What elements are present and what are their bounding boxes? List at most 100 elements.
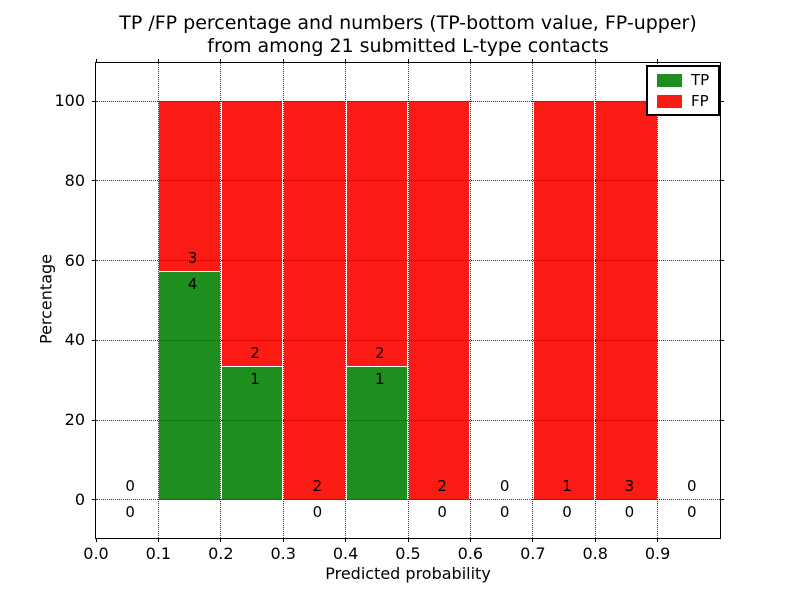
x-tick-mark-bottom: [95, 538, 97, 542]
y-tick-mark-right: [720, 499, 724, 501]
x-gridline: [469, 63, 471, 538]
bar-tp-segment: [159, 272, 220, 500]
fp-count-label: 0: [687, 476, 697, 495]
y-gridline: [96, 499, 720, 501]
y-gridline: [96, 260, 720, 262]
x-gridline: [345, 63, 347, 538]
y-tick-label: 40: [64, 330, 85, 350]
x-gridline: [157, 63, 159, 538]
y-gridline: [96, 419, 720, 421]
bar-fp-segment: [284, 101, 345, 500]
bar-fp-segment: [533, 101, 595, 500]
x-tick-mark-top: [220, 59, 222, 63]
y-tick-mark-left: [92, 180, 96, 182]
tp-count-label: 0: [562, 502, 572, 521]
y-tick-mark-right: [720, 100, 724, 102]
y-gridline: [96, 100, 720, 102]
x-tick-label: 0.9: [644, 544, 671, 563]
tp-count-label: 4: [187, 275, 198, 294]
legend-label-fp: FP: [691, 92, 709, 110]
fp-count-label: 2: [437, 476, 447, 495]
x-gridline: [532, 63, 534, 538]
legend-swatch-tp: [657, 73, 682, 87]
x-tick-mark-top: [407, 59, 409, 63]
bar-fp-segment: [221, 101, 283, 366]
chart-title-line1: TP /FP percentage and numbers (TP-bottom…: [119, 12, 697, 34]
tp-count-label: 1: [250, 369, 260, 388]
fp-count-label: 2: [312, 476, 323, 495]
tp-count-label: 0: [437, 502, 447, 521]
y-gridline: [96, 180, 720, 182]
fp-count-label: 0: [499, 476, 510, 495]
x-tick-label: 0.1: [145, 544, 172, 563]
y-tick-label: 60: [64, 250, 85, 270]
x-tick-label: 0.6: [457, 544, 484, 563]
x-tick-mark-bottom: [594, 538, 596, 542]
x-tick-mark-bottom: [220, 538, 222, 542]
x-gridline: [282, 63, 284, 538]
x-tick-mark-top: [469, 59, 471, 63]
x-tick-mark-top: [282, 59, 284, 63]
x-tick-label: 0.2: [208, 544, 234, 563]
y-tick-label: 80: [64, 170, 85, 190]
x-tick-mark-bottom: [345, 538, 347, 542]
x-tick-mark-top: [657, 59, 659, 63]
legend-label-tp: TP: [691, 71, 710, 89]
tp-count-label: 0: [312, 502, 323, 521]
x-tick-mark-bottom: [282, 538, 284, 542]
x-tick-mark-bottom: [657, 538, 659, 542]
x-tick-mark-top: [157, 59, 159, 63]
fp-count-label: 3: [187, 249, 198, 268]
fp-count-label: 3: [624, 476, 635, 495]
y-tick-label: 0: [74, 489, 85, 509]
bar-fp-segment: [159, 101, 220, 272]
fp-count-label: 0: [125, 476, 135, 495]
tp-count-label: 0: [624, 502, 635, 521]
legend: TP FP: [646, 65, 721, 116]
chart-title: TP /FP percentage and numbers (TP-bottom…: [95, 12, 721, 58]
y-tick-mark-left: [92, 339, 96, 341]
fp-count-label: 1: [562, 476, 572, 495]
y-tick-mark-left: [92, 419, 96, 421]
tp-count-label: 0: [687, 502, 697, 521]
x-tick-mark-bottom: [469, 538, 471, 542]
x-tick-mark-top: [594, 59, 596, 63]
fp-count-label: 2: [250, 343, 260, 362]
x-tick-mark-top: [95, 59, 97, 63]
y-tick-mark-right: [720, 180, 724, 182]
fp-count-label: 2: [375, 343, 385, 362]
x-tick-label: 0.5: [395, 544, 421, 563]
y-tick-mark-left: [92, 260, 96, 262]
legend-item-tp: TP: [657, 72, 709, 88]
bar-fp-segment: [346, 101, 407, 366]
plot-area: 0 0 3 4 2 1 2 0 2 1 2 0 0 0 1 0 3 0 0 0: [95, 62, 721, 539]
tp-count-label: 0: [125, 502, 135, 521]
x-tick-mark-bottom: [532, 538, 534, 542]
bar-fp-segment: [596, 101, 657, 500]
bar-tp-segment: [346, 366, 407, 500]
y-tick-mark-right: [720, 339, 724, 341]
y-tick-label: 100: [54, 91, 85, 111]
x-gridline: [407, 63, 409, 538]
x-gridline: [657, 63, 659, 538]
x-tick-mark-bottom: [407, 538, 409, 542]
bar-fp-segment: [409, 101, 470, 500]
y-tick-mark-right: [720, 419, 724, 421]
x-axis-label: Predicted probability: [325, 564, 491, 583]
x-tick-mark-bottom: [157, 538, 159, 542]
y-tick-mark-right: [720, 260, 724, 262]
x-tick-label: 0.3: [270, 544, 296, 563]
y-tick-mark-left: [92, 100, 96, 102]
y-tick-label: 20: [64, 410, 85, 430]
x-tick-label: 0.7: [520, 544, 546, 563]
x-tick-label: 0.8: [582, 544, 608, 563]
legend-swatch-fp: [657, 94, 682, 108]
x-tick-label: 0.0: [83, 544, 109, 563]
tp-count-label: 0: [499, 502, 510, 521]
y-gridline: [96, 339, 720, 341]
x-tick-mark-top: [532, 59, 534, 63]
x-tick-label: 0.4: [332, 544, 359, 563]
bar-tp-segment: [221, 366, 283, 500]
chart-title-line2: from among 21 submitted L-type contacts: [207, 35, 609, 57]
